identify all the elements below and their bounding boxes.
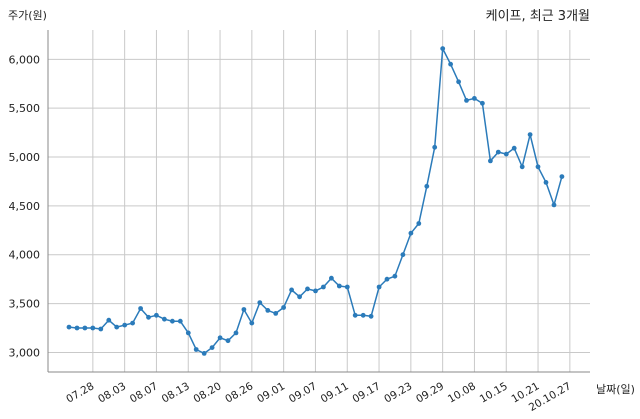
data-point: [257, 300, 263, 305]
data-point: [464, 98, 469, 103]
data-point: [432, 144, 438, 150]
data-point: [488, 158, 493, 164]
data-point: [130, 320, 136, 326]
data-point: [154, 312, 159, 318]
y-axis-label: 주가(원): [8, 9, 47, 22]
data-point: [281, 305, 286, 310]
x-tick-label: 08.26: [223, 380, 255, 406]
data-point: [193, 347, 199, 352]
data-point: [368, 313, 374, 319]
data-point: [424, 183, 430, 189]
y-tick-label: 4,500: [9, 200, 41, 213]
data-point: [551, 202, 557, 208]
data-point: [217, 335, 223, 341]
x-tick-label: 08.13: [160, 380, 192, 405]
data-point: [106, 317, 112, 323]
data-point: [265, 308, 271, 313]
x-tick-label: 09.01: [255, 380, 287, 405]
data-point: [241, 307, 247, 312]
data-point: [336, 283, 342, 289]
x-axis-label: 날짜(일): [596, 382, 635, 396]
data-point: [472, 96, 477, 101]
x-tick-label: 08.20: [192, 380, 224, 405]
data-point: [138, 306, 144, 311]
x-tick-label: 10.15: [478, 380, 510, 405]
data-point: [448, 61, 453, 67]
y-tick-label: 3,500: [9, 298, 41, 311]
data-point: [66, 324, 72, 330]
data-point: [360, 312, 366, 318]
data-point: [162, 316, 167, 322]
data-point: [543, 180, 549, 185]
data-point: [376, 284, 382, 290]
data-point: [82, 325, 88, 331]
data-point: [273, 311, 279, 316]
y-tick-label: 5,500: [9, 102, 41, 115]
data-point: [114, 324, 120, 330]
x-tick-label: 09.11: [319, 380, 351, 405]
x-tick-label: 09.23: [382, 380, 414, 405]
data-point: [249, 320, 255, 326]
axes: [47, 30, 590, 373]
data-point: [233, 330, 239, 336]
x-tick-label: 09.29: [414, 380, 446, 405]
x-tick-label: 07.28: [64, 380, 96, 405]
y-tick-label: 3,000: [9, 346, 41, 359]
data-point: [480, 100, 485, 106]
data-point: [329, 275, 334, 281]
gridlines: [48, 30, 590, 372]
data-point: [495, 149, 501, 155]
y-tick-label: 5,000: [9, 151, 41, 164]
data-point: [503, 151, 509, 157]
x-tick-label: 10.08: [446, 380, 478, 405]
data-point: [90, 325, 96, 331]
data-point: [185, 330, 191, 336]
data-point: [416, 221, 422, 226]
data-point: [344, 284, 350, 290]
data-point: [400, 252, 406, 258]
data-point: [74, 325, 80, 331]
data-point: [511, 145, 517, 151]
data-point: [122, 322, 128, 328]
data-point: [98, 326, 104, 332]
data-point: [146, 314, 151, 320]
data-point: [177, 318, 183, 324]
y-tick-label: 4,000: [9, 249, 41, 262]
data-point: [170, 318, 175, 324]
x-tick-label: 09.17: [351, 380, 383, 405]
data-point: [440, 46, 446, 51]
data-point: [384, 276, 390, 282]
chart-title: 케이프, 최근 3개월: [486, 9, 590, 24]
data-point: [527, 132, 533, 138]
x-tick-label: 08.07: [128, 380, 160, 405]
data-point: [392, 273, 398, 279]
data-point: [456, 79, 461, 85]
data-point: [209, 345, 215, 350]
data-point: [321, 284, 326, 290]
y-tick-labels: 3,000 3,500 4,000 4,500 5,000 5,500 6,000: [9, 53, 41, 359]
data-point: [297, 294, 302, 300]
data-point: [289, 287, 294, 293]
data-point: [559, 174, 565, 180]
x-tick-label: 08.03: [96, 380, 128, 405]
data-point: [201, 351, 207, 356]
data-point: [305, 286, 310, 292]
x-tick-labels: 07.28 08.03 08.07 08.13 08.20 08.26 09.01 09.07…: [64, 380, 573, 414]
data-point: [313, 288, 318, 294]
price-series: [66, 45, 565, 356]
x-tick-label: 09.07: [287, 380, 319, 405]
data-point: [535, 164, 541, 170]
data-point: [352, 312, 358, 318]
data-point: [519, 164, 525, 170]
data-point: [408, 230, 414, 236]
y-tick-label: 6,000: [9, 53, 41, 66]
data-point: [225, 338, 231, 344]
